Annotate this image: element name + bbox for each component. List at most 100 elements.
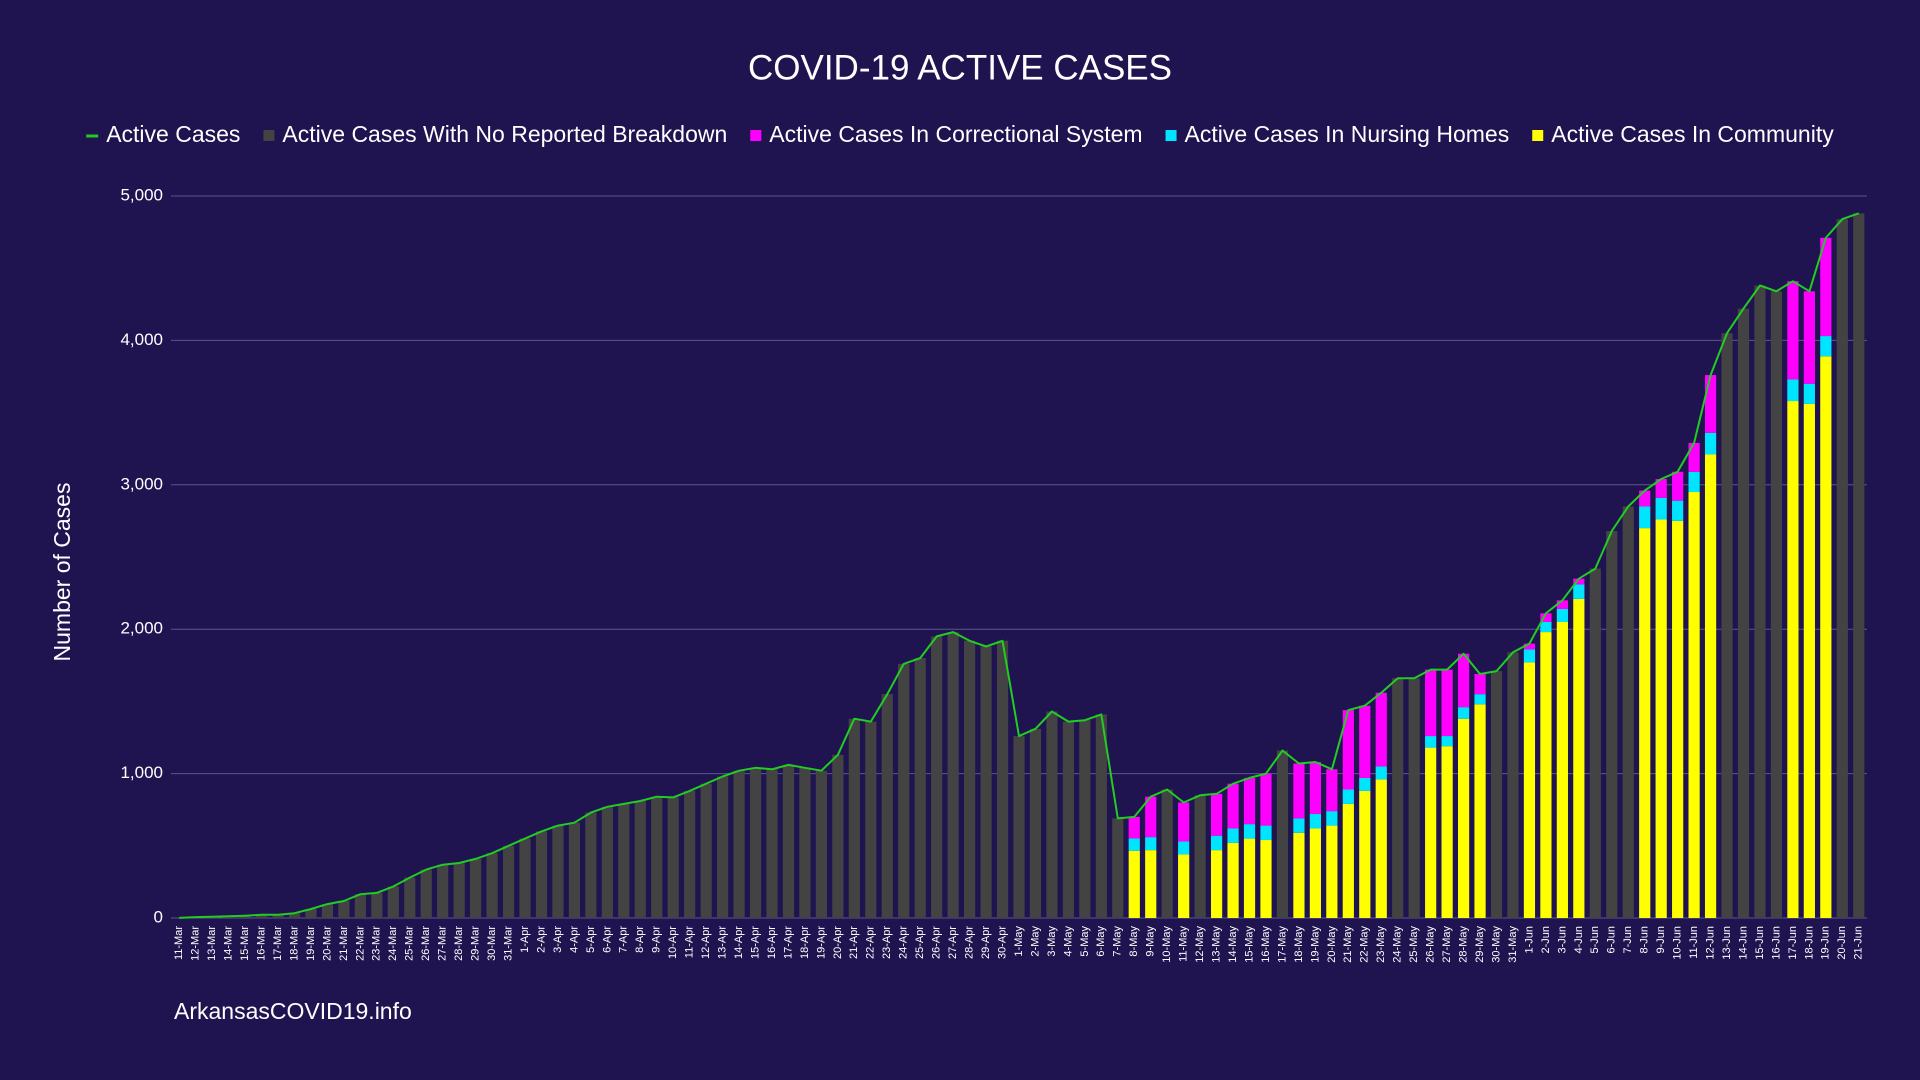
bar-segment xyxy=(832,754,844,918)
x-tick-label: 20-Jun xyxy=(1836,926,1848,960)
bar-segment xyxy=(1375,766,1387,780)
x-tick-label: 20-Mar xyxy=(321,926,333,961)
x-tick-label: 8-May xyxy=(1128,926,1140,957)
x-tick-label: 22-May xyxy=(1359,926,1371,963)
x-tick-label: 30-Apr xyxy=(996,926,1008,959)
bar-segment xyxy=(305,909,317,918)
x-tick-label: 12-Apr xyxy=(700,926,712,959)
x-tick-label: 12-May xyxy=(1194,926,1206,963)
bar-segment xyxy=(1194,795,1206,918)
bar-segment xyxy=(667,797,679,918)
bar-segment xyxy=(1145,796,1157,838)
bar-segment xyxy=(1655,497,1667,520)
bar-segment xyxy=(931,636,943,918)
x-tick-label: 2-Jun xyxy=(1540,926,1552,954)
bar-segment xyxy=(1803,403,1815,918)
x-tick-label: 25-Mar xyxy=(404,926,416,961)
x-tick-label: 30-Mar xyxy=(486,926,498,961)
bar-segment xyxy=(1573,584,1585,599)
bar-segment xyxy=(1293,818,1305,833)
bar-segment xyxy=(404,877,416,918)
bar-segment xyxy=(881,694,893,918)
bar-segment xyxy=(453,862,465,918)
bar-segment xyxy=(239,915,251,918)
x-tick-label: 14-Mar xyxy=(223,926,235,961)
bar-segment xyxy=(1243,777,1256,825)
x-tick-label: 3-Apr xyxy=(552,926,564,953)
legend-item: Active Cases xyxy=(86,121,240,147)
x-tick-label: 12-Mar xyxy=(190,926,202,961)
bar-segment xyxy=(996,640,1009,918)
bar-segment xyxy=(1210,850,1223,918)
bar-segment xyxy=(700,783,712,918)
legend-label: Active Cases In Community xyxy=(1551,121,1834,147)
bar-segment xyxy=(1112,818,1124,918)
bar-segment xyxy=(338,900,350,918)
x-tick-label: 14-Jun xyxy=(1737,926,1749,960)
x-tick-label: 14-May xyxy=(1227,926,1239,963)
bar-segment xyxy=(321,904,334,918)
bar-segment xyxy=(288,913,301,918)
bar-segment xyxy=(1441,736,1453,747)
bar-segment xyxy=(1523,643,1536,650)
legend-item: Active Cases In Correctional System xyxy=(750,121,1143,147)
bar-segment xyxy=(1342,803,1354,918)
x-tick-label: 17-Mar xyxy=(272,926,284,961)
bar-segment xyxy=(1573,598,1585,918)
bar-segment xyxy=(1359,777,1371,791)
x-tick-label: 19-Apr xyxy=(815,926,827,959)
bar-segment xyxy=(1787,281,1799,380)
y-tick-label: 3,000 xyxy=(120,474,163,493)
x-tick-label: 7-Apr xyxy=(618,926,630,953)
x-tick-label: 28-May xyxy=(1457,926,1469,963)
x-tick-label: 20-May xyxy=(1326,926,1338,963)
bar-segment xyxy=(1540,632,1552,918)
bar-segment xyxy=(684,790,696,918)
bar-segment xyxy=(568,822,581,918)
x-tick-label: 27-Apr xyxy=(947,926,959,959)
y-tick-label: 5,000 xyxy=(120,185,163,204)
x-tick-label: 8-Apr xyxy=(634,926,646,953)
bar-segment xyxy=(1095,714,1107,918)
x-tick-label: 10-Jun xyxy=(1672,926,1684,960)
bar-segment xyxy=(420,869,432,918)
bar-segment xyxy=(618,803,630,918)
bar-segment xyxy=(964,640,976,918)
x-tick-label: 25-Apr xyxy=(914,926,926,959)
x-tick-label: 13-May xyxy=(1210,926,1222,963)
x-tick-label: 14-Apr xyxy=(733,926,745,959)
x-tick-label: 12-Jun xyxy=(1704,926,1716,960)
bar-segment xyxy=(947,632,959,918)
x-tick-label: 2-May xyxy=(1029,926,1041,957)
bar-segment xyxy=(354,894,366,918)
x-tick-label: 21-Apr xyxy=(848,926,860,959)
x-tick-label: 15-May xyxy=(1243,926,1255,963)
x-tick-label: 6-Apr xyxy=(601,926,613,953)
x-tick-label: 6-May xyxy=(1095,926,1107,957)
legend-item: Active Cases In Nursing Homes xyxy=(1165,121,1509,147)
bar-segment xyxy=(1178,854,1190,918)
x-tick-label: 4-Jun xyxy=(1573,926,1585,954)
x-tick-label: 9-Apr xyxy=(651,926,663,953)
bar-segment xyxy=(1342,789,1354,804)
legend-item: Active Cases In Community xyxy=(1532,121,1834,147)
bar-segment xyxy=(1721,333,1733,918)
x-tick-label: 19-May xyxy=(1309,926,1321,963)
x-tick-label: 16-Apr xyxy=(766,926,778,959)
x-tick-label: 18-Jun xyxy=(1803,926,1815,960)
legend-label: Active Cases With No Reported Breakdown xyxy=(282,121,727,147)
legend-item: Active Cases With No Reported Breakdown xyxy=(263,121,727,147)
x-tick-label: 17-Apr xyxy=(782,926,794,959)
x-tick-label: 17-May xyxy=(1276,926,1288,963)
bar-segment xyxy=(1589,568,1601,918)
x-tick-label: 11-Apr xyxy=(684,926,696,959)
x-tick-label: 15-Apr xyxy=(749,926,761,959)
bar-segment xyxy=(782,764,795,918)
bar-segment xyxy=(1079,720,1091,918)
bar-segment xyxy=(1260,840,1272,918)
bar-segment xyxy=(1639,490,1651,507)
x-tick-label: 23-Mar xyxy=(371,926,383,961)
bar-segment xyxy=(1556,621,1568,918)
bar-segment xyxy=(1128,816,1140,839)
